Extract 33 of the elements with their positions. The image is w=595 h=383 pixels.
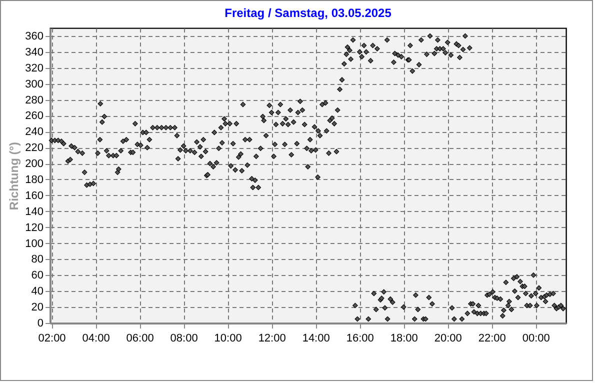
y-tick-label: 280 xyxy=(25,94,44,106)
y-tick-label: 60 xyxy=(31,270,44,282)
y-tick-label: 40 xyxy=(31,286,44,298)
y-axis-title: Richtung (°) xyxy=(7,142,22,210)
y-tick-label: 180 xyxy=(25,174,44,186)
y-tick-label: 0 xyxy=(37,318,44,330)
y-tick-label: 160 xyxy=(25,190,44,202)
y-tick-label: 20 xyxy=(31,302,44,314)
x-tick-label: 20:00 xyxy=(434,332,462,344)
y-tick-label: 200 xyxy=(25,158,44,170)
y-tick-label: 120 xyxy=(25,222,44,234)
x-tick-label: 00:00 xyxy=(522,332,550,344)
y-tick-label: 80 xyxy=(31,254,44,266)
x-tick-label: 02:00 xyxy=(38,332,66,344)
y-tick-label: 220 xyxy=(25,142,44,154)
chart-title: Freitag / Samstag, 03.05.2025 xyxy=(224,6,392,20)
y-tick-label: 240 xyxy=(25,126,44,138)
y-tick-label: 340 xyxy=(25,46,44,58)
x-tick-label: 22:00 xyxy=(478,332,506,344)
x-tick-label: 06:00 xyxy=(126,332,154,344)
x-tick-label: 18:00 xyxy=(390,332,418,344)
y-tick-label: 300 xyxy=(25,78,44,90)
x-tick-label: 08:00 xyxy=(170,332,198,344)
y-tick-label: 320 xyxy=(25,62,44,74)
x-tick-label: 04:00 xyxy=(82,332,110,344)
x-tick-label: 14:00 xyxy=(302,332,330,344)
y-tick-label: 360 xyxy=(25,30,44,42)
x-tick-label: 12:00 xyxy=(258,332,286,344)
x-tick-label: 16:00 xyxy=(346,332,374,344)
y-tick-label: 260 xyxy=(25,110,44,122)
y-tick-label: 100 xyxy=(25,238,44,250)
x-tick-label: 10:00 xyxy=(214,332,242,344)
y-tick-label: 140 xyxy=(25,206,44,218)
